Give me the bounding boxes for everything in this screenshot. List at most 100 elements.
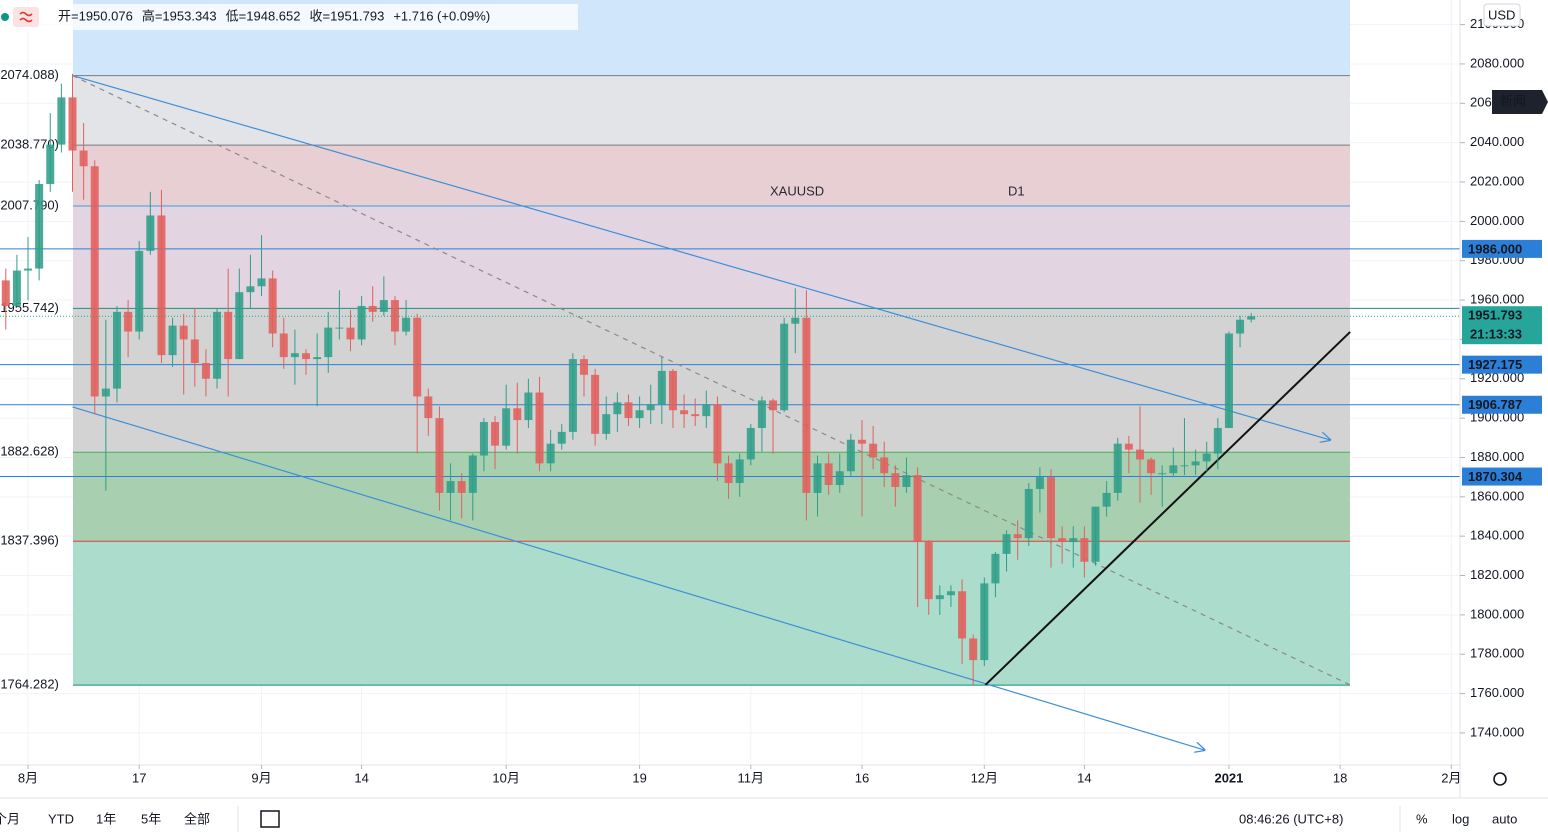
x-tick-label: 16 <box>855 770 869 785</box>
level-badge <box>1462 239 1542 258</box>
candle <box>124 300 133 358</box>
candle <box>424 388 433 436</box>
candle <box>257 235 266 297</box>
fib-label: (1764.282) <box>0 677 59 692</box>
settings-icon[interactable] <box>1493 772 1507 786</box>
last-price-badge <box>1462 306 1542 345</box>
candle <box>680 394 689 428</box>
fib-label: (2007.790) <box>0 197 59 212</box>
currency-box <box>1483 3 1521 27</box>
candle-body <box>402 317 411 332</box>
candle <box>657 357 666 425</box>
candle-body <box>1024 488 1033 539</box>
x-tick-label: 9月 <box>251 770 271 785</box>
candle-body <box>201 363 210 379</box>
scale-button[interactable]: auto <box>1492 811 1517 826</box>
fib-label: (1837.396) <box>0 533 59 548</box>
candle <box>435 406 444 511</box>
candle-body <box>691 414 700 417</box>
candle-body <box>68 97 77 151</box>
header-bg <box>0 4 578 30</box>
indicator-chip <box>13 7 39 27</box>
candle <box>624 394 633 426</box>
candle <box>1158 465 1167 507</box>
candle-body <box>657 370 666 405</box>
y-tick-label: 2020.000 <box>1470 173 1524 188</box>
candle <box>24 237 33 301</box>
news-label: 新闻 <box>1500 93 1526 108</box>
candle-body <box>1191 461 1200 466</box>
candle-body <box>613 402 622 415</box>
range-button[interactable]: 5年 <box>141 811 161 826</box>
candle <box>813 455 822 517</box>
candle-body <box>791 317 800 324</box>
candle-body <box>1147 459 1156 474</box>
candle-body <box>513 408 522 421</box>
candle-body <box>57 97 66 145</box>
candle-body <box>1124 443 1133 450</box>
range-button[interactable]: YTD <box>48 811 74 826</box>
candle-body <box>124 311 133 332</box>
candle <box>1213 418 1222 470</box>
candle <box>769 398 778 454</box>
candle <box>802 290 811 521</box>
scale-button[interactable]: % <box>1416 811 1428 826</box>
candle-body <box>869 443 878 458</box>
candle <box>12 254 21 306</box>
candle-body <box>1158 473 1167 475</box>
level-badge <box>1462 467 1542 486</box>
candle <box>557 424 566 450</box>
candle-body <box>468 455 477 493</box>
candle <box>980 577 989 667</box>
candle-body <box>991 553 1000 584</box>
x-tick-label: 11月 <box>738 770 765 785</box>
candle-body <box>1102 492 1111 507</box>
range-button[interactable]: 个月 <box>0 811 20 826</box>
range-button[interactable]: 1年 <box>96 811 116 826</box>
candle-body <box>168 325 177 356</box>
candle-body <box>1224 333 1233 428</box>
y-tick-label: 1960.000 <box>1470 291 1524 306</box>
candle-body <box>1202 453 1211 462</box>
ohlc-value: 低=1948.652 <box>226 8 301 23</box>
candle-body <box>535 392 544 464</box>
candle-body <box>491 422 500 446</box>
x-tick-label: 14 <box>354 770 368 785</box>
range-button[interactable]: 全部 <box>184 811 210 826</box>
candle <box>313 333 322 407</box>
x-tick-label: 12月 <box>971 770 998 785</box>
candle <box>1135 406 1144 503</box>
candle <box>468 453 477 521</box>
x-tick-label: 2月 <box>1441 770 1461 785</box>
ohlc-value: +1.716 (+0.09%) <box>393 8 490 23</box>
candle <box>302 349 311 375</box>
fib-zone <box>73 206 1350 309</box>
candle <box>668 368 677 428</box>
candle-body <box>946 591 955 596</box>
y-tick-label: 1740.000 <box>1470 724 1524 739</box>
candle <box>635 396 644 428</box>
candle <box>201 349 210 397</box>
x-tick-label: 18 <box>1333 770 1347 785</box>
wave-icon <box>19 11 33 23</box>
candle-body <box>591 374 600 434</box>
level-label: 1906.787 <box>1468 397 1522 412</box>
candle <box>846 433 855 478</box>
scale-button[interactable]: log <box>1452 811 1469 826</box>
candle <box>101 319 110 491</box>
y-tick-label: 1820.000 <box>1470 567 1524 582</box>
candle <box>1091 506 1100 566</box>
candle <box>1147 457 1156 495</box>
candle <box>935 585 944 615</box>
fib-label: (2038.770) <box>0 137 59 152</box>
candle <box>1102 481 1111 517</box>
level-badge <box>1462 395 1542 414</box>
candle-body <box>935 595 944 600</box>
candle-body <box>1058 538 1067 543</box>
candle-body <box>90 166 99 397</box>
candle-body <box>568 359 577 432</box>
candle-body <box>913 475 922 543</box>
candle-body <box>835 471 844 486</box>
candle-body <box>190 339 199 364</box>
goto-icon[interactable] <box>260 810 280 828</box>
